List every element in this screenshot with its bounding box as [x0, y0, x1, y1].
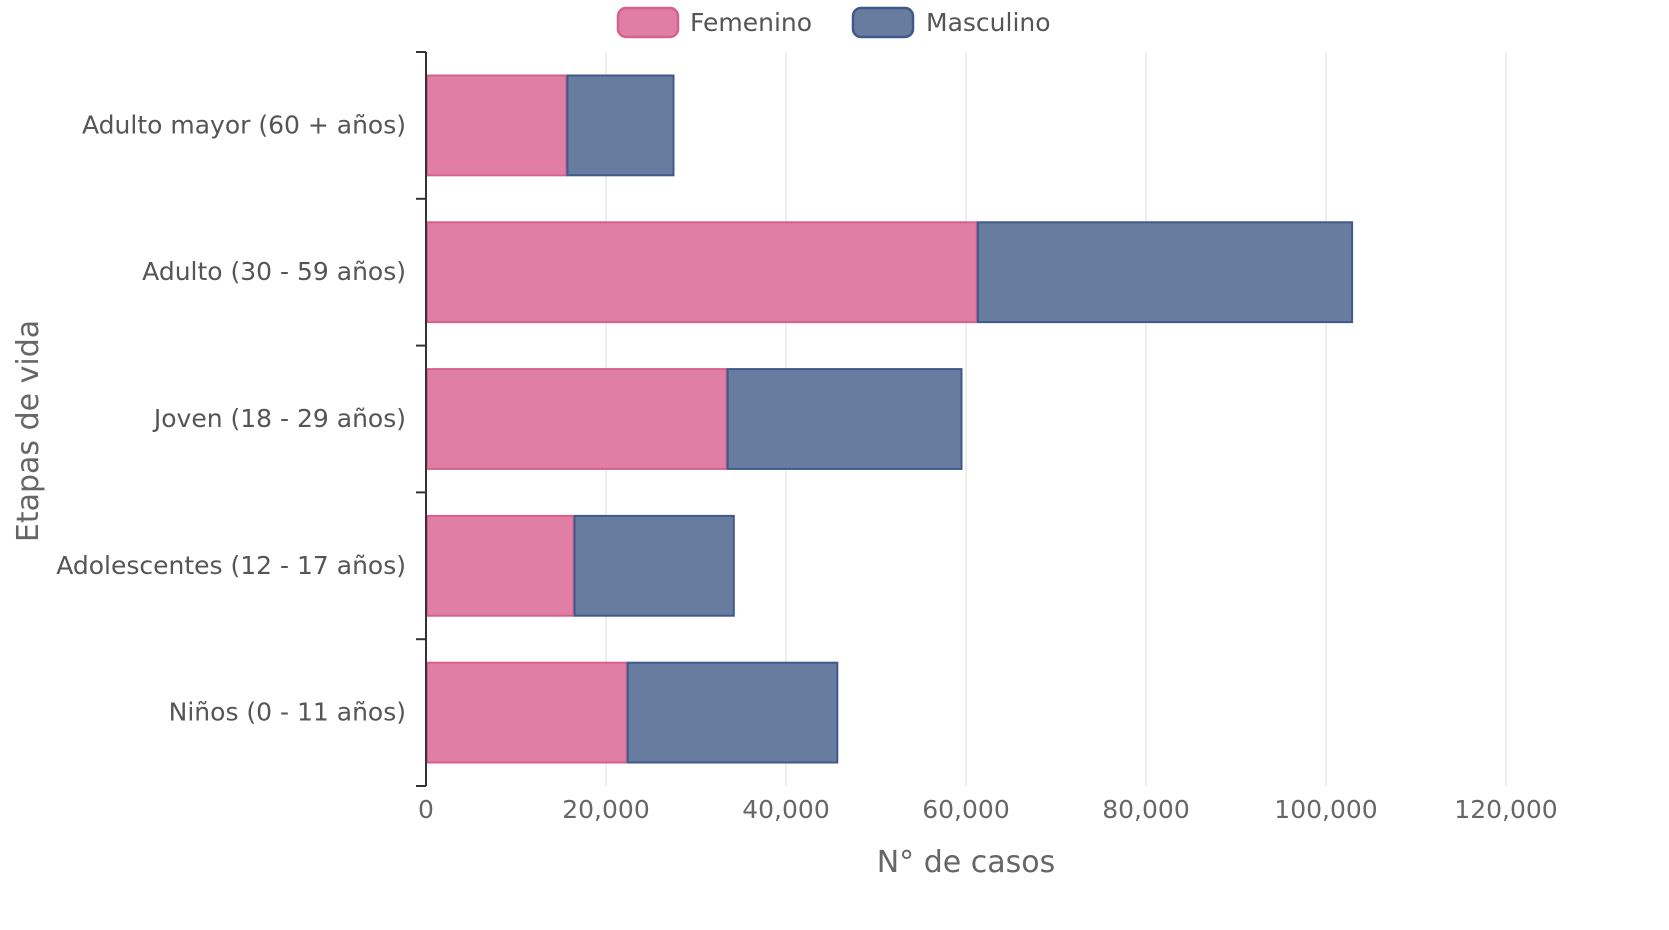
x-tick-label: 0: [418, 795, 434, 824]
category-label: Niños (0 - 11 años): [169, 698, 406, 727]
bar-femenino-2[interactable]: [426, 368, 728, 470]
legend-swatch: [616, 6, 680, 39]
axes: Adulto mayor (60 + años) Adulto (30 - 59 …: [56, 51, 1558, 824]
category-label: Adolescentes (12 - 17 años): [56, 551, 406, 580]
bar-masculino-4[interactable]: [626, 661, 839, 764]
category-label: Adulto mayor (60 + años): [82, 110, 406, 139]
bar-masculino-2[interactable]: [726, 368, 963, 470]
x-tick-label: 100,000: [1274, 795, 1377, 824]
category-label: Joven (18 - 29 años): [152, 404, 406, 433]
legend-label: Masculino: [926, 8, 1051, 37]
x-tick-label: 60,000: [922, 795, 1009, 824]
x-tick-label: 20,000: [562, 795, 649, 824]
bar-masculino-3[interactable]: [573, 514, 735, 617]
legend: Femenino Masculino: [616, 6, 1051, 39]
x-axis-title: N° de casos: [877, 845, 1056, 880]
x-tick-label: 40,000: [742, 795, 829, 824]
bar-femenino-0[interactable]: [426, 74, 568, 177]
bar-masculino-1[interactable]: [976, 221, 1354, 324]
legend-item-masculino[interactable]: Masculino: [851, 6, 1051, 39]
y-axis-title: Etapas de vida: [11, 320, 46, 542]
bar-femenino-4[interactable]: [426, 661, 628, 764]
bars: [426, 74, 1354, 764]
bar-femenino-1[interactable]: [426, 221, 978, 324]
x-tick-label: 80,000: [1102, 795, 1189, 824]
legend-item-femenino[interactable]: Femenino: [616, 6, 812, 39]
legend-swatch: [851, 6, 915, 39]
legend-label: Femenino: [690, 8, 812, 37]
x-tick-label: 120,000: [1454, 795, 1557, 824]
category-label: Adulto (30 - 59 años): [142, 257, 406, 286]
bar-femenino-3[interactable]: [426, 514, 575, 617]
bar-masculino-0[interactable]: [566, 74, 675, 177]
